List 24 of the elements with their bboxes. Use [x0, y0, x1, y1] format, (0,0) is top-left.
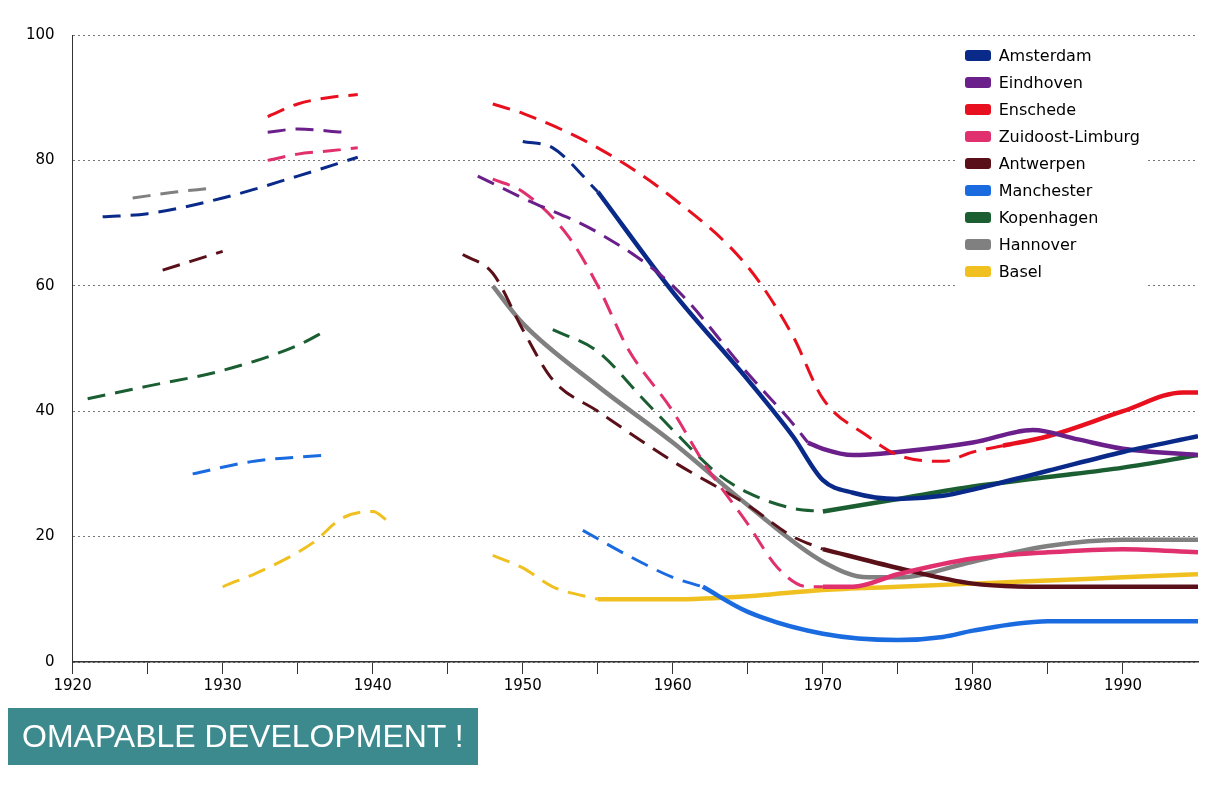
legend-label: Amsterdam [998, 46, 1092, 65]
x-tick-label: 1970 [803, 675, 842, 694]
y-tick-label: 100 [25, 24, 55, 43]
x-tick-label: 1940 [353, 675, 392, 694]
x-tick-label: 1960 [653, 675, 692, 694]
x-tick-label: 1920 [53, 675, 92, 694]
legend-label: Manchester [998, 181, 1093, 200]
legend-label: Eindhoven [998, 73, 1083, 92]
legend-label: Antwerpen [998, 154, 1086, 173]
legend-label: Enschede [998, 100, 1077, 119]
x-tick-label: 1930 [203, 675, 242, 694]
legend-label: Zuidoost-Limburg [998, 127, 1140, 146]
x-tick-label: 1980 [953, 675, 993, 694]
x-tick-label: 1950 [503, 675, 542, 694]
text: OMAPABLE DEVELOPMENT ! [8, 708, 478, 765]
legend-label: Kopenhagen [998, 208, 1099, 227]
y-tick-label: 60 [35, 275, 55, 294]
x-tick-label: 1990 [1103, 675, 1143, 694]
y-tick-label: 80 [35, 150, 55, 169]
y-tick-label: 40 [35, 401, 55, 420]
y-tick-label: 20 [35, 526, 55, 545]
y-tick-label: 0 [45, 651, 55, 670]
legend-label: Hannover [998, 235, 1077, 254]
legend-label: Basel [998, 262, 1043, 281]
